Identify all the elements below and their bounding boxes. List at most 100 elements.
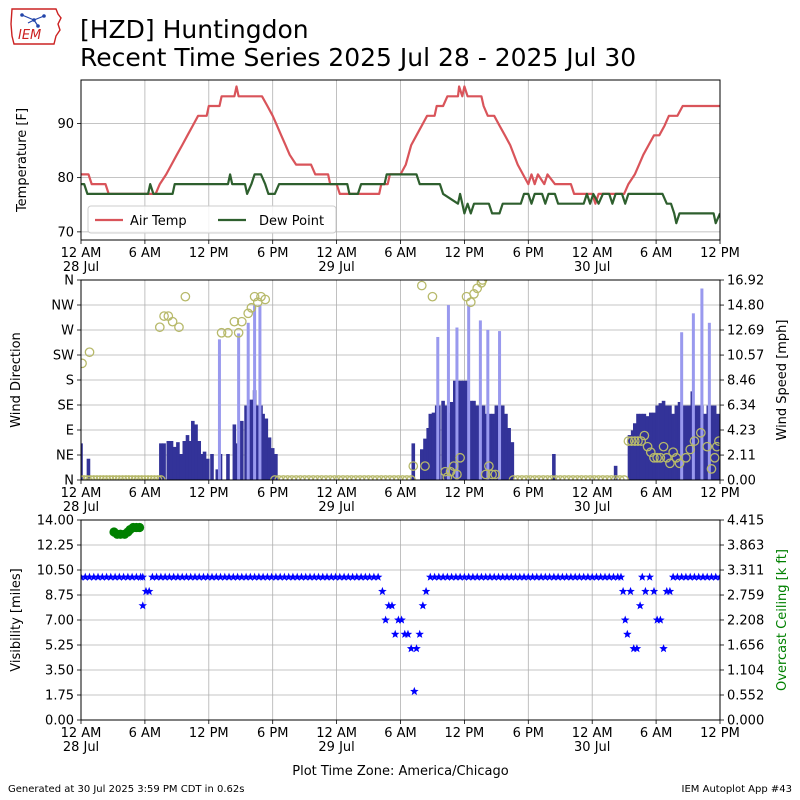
- y2-tick-label: 4.415: [727, 514, 764, 529]
- visibility-point: [169, 572, 178, 581]
- plot-frame: [80, 519, 721, 721]
- legend-air-temp-label: Air Temp: [130, 214, 187, 229]
- wind-direction-point: [236, 316, 247, 327]
- x-tick-label: 12 AM: [316, 246, 357, 261]
- x-tick-label: 12 PM: [189, 726, 229, 741]
- visibility-point: [132, 572, 141, 581]
- visibility-point: [528, 572, 537, 581]
- panel-3: [77, 519, 724, 724]
- y2-tick-label: 16.92: [727, 274, 764, 289]
- wind-direction-point: [633, 436, 643, 446]
- wind-direction-point: [629, 436, 640, 446]
- wind-speed-bar: [652, 412, 656, 480]
- visibility-point: [532, 572, 542, 581]
- wind-speed-bar: [703, 413, 707, 480]
- wind-speed-bar: [693, 405, 698, 480]
- legend-dew-point-label: Dew Point: [259, 214, 324, 229]
- visibility-point: [451, 572, 461, 581]
- x-date-label: 29 Jul: [318, 260, 354, 275]
- wind-speed-bar: [687, 405, 691, 480]
- visibility-point: [498, 572, 507, 581]
- visibility-point: [356, 572, 366, 581]
- visibility-point: [673, 572, 682, 581]
- plot-frame: [80, 79, 721, 241]
- wind-direction-point: [440, 466, 451, 477]
- visibility-point: [421, 586, 431, 596]
- chart-title-station: [HZD] Huntingdon: [80, 15, 309, 44]
- wind-gust-bar: [446, 305, 450, 480]
- wind-direction-point: [81, 358, 87, 369]
- visibility-point: [173, 572, 183, 581]
- visibility-point: [468, 572, 478, 581]
- y-axis-label: Wind Direction: [9, 332, 24, 428]
- visibility-point: [348, 572, 357, 581]
- visibility-point: [284, 572, 293, 581]
- x-tick-label: 12 PM: [189, 486, 229, 501]
- visibility-point: [141, 586, 151, 596]
- wind-speed-bar: [491, 413, 495, 480]
- visibility-point: [645, 572, 654, 581]
- wind-direction-point: [243, 308, 254, 319]
- visibility-point: [190, 572, 200, 581]
- visibility-point: [707, 572, 716, 581]
- wind-direction-point: [420, 461, 430, 471]
- visibility-point: [472, 572, 482, 581]
- x-tick-label: 12 AM: [572, 246, 613, 261]
- x-tick-label: 12 PM: [700, 486, 740, 501]
- wind-speed-bar: [261, 413, 265, 480]
- visibility-point: [609, 572, 618, 581]
- visibility-point: [220, 572, 230, 581]
- wind-direction-point: [477, 280, 488, 285]
- wind-direction-point: [260, 294, 271, 305]
- visibility-point: [229, 572, 238, 581]
- wind-gust-bar: [455, 327, 459, 480]
- wind-speed-bar: [633, 423, 637, 480]
- visibility-point: [186, 572, 195, 581]
- x-date-label: 30 Jul: [574, 500, 610, 515]
- visibility-point: [394, 615, 403, 624]
- visibility-point: [216, 572, 225, 581]
- visibility-point: [605, 572, 614, 581]
- y2-axis-label: Overcast Ceiling [k ft]: [775, 549, 790, 691]
- visibility-point: [138, 572, 147, 581]
- wind-speed-bar: [645, 416, 650, 480]
- plot-data: [81, 522, 720, 696]
- visibility-point: [331, 572, 340, 581]
- visibility-point: [690, 572, 699, 581]
- visibility-point: [400, 629, 409, 638]
- visibility-point: [711, 572, 720, 581]
- wind-direction-point: [655, 452, 666, 463]
- visibility-point: [246, 572, 255, 581]
- wind-direction-point: [216, 327, 227, 338]
- wind-direction-point: [249, 291, 260, 302]
- visibility-point: [698, 572, 708, 581]
- panel-2: [77, 279, 724, 484]
- wind-speed-bar: [630, 430, 635, 480]
- wind-direction-point: [442, 472, 453, 480]
- visibility-point: [406, 644, 416, 653]
- visibility-point: [373, 572, 383, 581]
- visibility-point: [378, 586, 387, 596]
- visibility-point: [106, 572, 116, 581]
- x-tick-label: 12 AM: [316, 726, 357, 741]
- y2-tick-label: 1.104: [727, 663, 764, 678]
- wind-direction-point: [487, 469, 497, 480]
- wind-direction-point: [448, 461, 459, 471]
- wind-speed-bar: [200, 453, 205, 480]
- wind-direction-point: [652, 452, 663, 463]
- wind-direction-point: [645, 447, 656, 458]
- visibility-point: [629, 644, 638, 653]
- wind-speed-bar: [244, 405, 248, 480]
- y-tick-label: 12.25: [37, 539, 74, 554]
- autoplot-app-id: IEM Autoplot App #43: [681, 784, 792, 795]
- y2-tick-label: 0.00: [727, 474, 756, 489]
- wind-speed-bar: [655, 405, 659, 480]
- y-tick-label: 14.00: [37, 514, 74, 529]
- wind-speed-bar: [627, 435, 632, 480]
- wind-direction-point: [484, 461, 494, 471]
- wind-speed-bar: [648, 412, 653, 480]
- wind-speed-bar: [169, 440, 174, 480]
- wind-direction-point: [668, 447, 678, 458]
- y-tick-label: 7.00: [45, 614, 74, 629]
- wind-speed-bar: [613, 465, 618, 480]
